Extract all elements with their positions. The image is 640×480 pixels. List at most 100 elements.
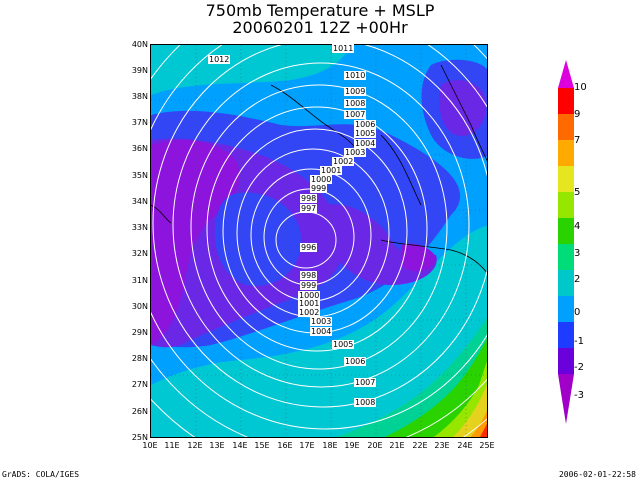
colorbar-seg (558, 140, 574, 166)
colorbar-seg (558, 88, 574, 114)
lon-label: 15E (254, 441, 270, 450)
lat-label: 40N (131, 40, 148, 49)
lon-label: 11E (164, 441, 180, 450)
lat-label: 37N (131, 118, 148, 127)
colorbar-label: 9 (574, 109, 581, 120)
isobar-label: 1001 (320, 166, 343, 175)
lat-label: 27N (131, 380, 148, 389)
lon-label: 19E (344, 441, 360, 450)
lon-label: 14E (232, 441, 248, 450)
isobar-label: 996 (300, 243, 318, 252)
colorbar-label: -2 (574, 362, 584, 373)
colorbar-seg (558, 244, 574, 270)
lat-label: 26N (131, 407, 148, 416)
isobar-label: 1012 (208, 55, 231, 64)
lat-label: 25N (131, 433, 148, 442)
colorbar-label: -1 (574, 336, 584, 347)
isobar-label: 1002 (298, 308, 321, 317)
colorbar-seg (558, 348, 574, 374)
isobar-label: 1002 (332, 157, 355, 166)
lat-label: 32N (131, 249, 148, 258)
lon-label: 18E (322, 441, 338, 450)
field-red-se (480, 423, 487, 437)
isobar-label: 1009 (344, 87, 367, 96)
map-title: 750mb Temperature + MSLP (205, 1, 435, 20)
lon-label: 10E (142, 441, 158, 450)
isobar-label: 1007 (344, 110, 367, 119)
isobar-label: 1003 (344, 148, 367, 157)
lat-label: 28N (131, 354, 148, 363)
lat-label: 30N (131, 302, 148, 311)
isobar-label: 1004 (354, 139, 377, 148)
lat-label: 31N (131, 276, 148, 285)
lat-label: 39N (131, 66, 148, 75)
lon-label: 16E (277, 441, 293, 450)
isobar-label: 998 (300, 194, 318, 203)
colorbar-label: 7 (574, 135, 581, 146)
colorbar-label: 4 (574, 221, 581, 232)
isobar-label: 1003 (310, 317, 333, 326)
field-cyan-n (151, 45, 351, 95)
isobar-label: 1000 (310, 175, 333, 184)
colorbar-label: 10 (574, 82, 587, 93)
map-field (151, 45, 487, 437)
field-blue-core (214, 192, 301, 286)
map-subtitle: 20060201 12Z +00Hr (232, 18, 408, 37)
colorbar-bottom-arrow (558, 374, 574, 424)
isobar-label: 998 (300, 271, 318, 280)
lat-label: 29N (131, 328, 148, 337)
colorbar (558, 60, 574, 424)
isobar-label: 1004 (310, 327, 333, 336)
isobar-label: 1006 (354, 120, 377, 129)
graticule (151, 45, 487, 437)
field-purple-w (151, 139, 240, 345)
isobar-label: 1005 (354, 129, 377, 138)
lat-label: 33N (131, 223, 148, 232)
lon-label: 13E (209, 441, 225, 450)
colorbar-seg (558, 114, 574, 140)
isobar-label: 1001 (298, 299, 321, 308)
colorbar-top-arrow (558, 60, 574, 88)
colorbar-seg (558, 192, 574, 218)
footer-credit: GrADS: COLA/IGES (2, 470, 80, 479)
colorbar-label: 5 (574, 187, 581, 198)
isobar-label: 1008 (344, 99, 367, 108)
lon-label: 17E (299, 441, 315, 450)
colorbar-seg (558, 296, 574, 322)
colorbar-label: 0 (574, 307, 581, 318)
colorbar-label: 3 (574, 248, 581, 259)
lat-label: 34N (131, 197, 148, 206)
map-panel (150, 44, 488, 438)
footer-timestamp: 2006-02-01-22:58 (558, 470, 636, 479)
colorbar-label: -3 (574, 390, 584, 401)
lon-label: 23E (434, 441, 450, 450)
isobar-label: 1000 (298, 291, 321, 300)
colorbar-seg (558, 270, 574, 296)
isobar-label: 1010 (344, 71, 367, 80)
isobar-label: 997 (300, 204, 318, 213)
lat-label: 36N (131, 144, 148, 153)
isobar-label: 1005 (332, 340, 355, 349)
colorbar-seg (558, 218, 574, 244)
lon-label: 21E (389, 441, 405, 450)
colorbar-label: 2 (574, 274, 581, 285)
lon-label: 25E (479, 441, 495, 450)
isobar-label: 1011 (332, 44, 355, 53)
coastlines (151, 64, 487, 274)
lat-label: 38N (131, 92, 148, 101)
field-orange-se (470, 410, 487, 437)
isobar-label: 1006 (344, 357, 367, 366)
isobar-label: 1008 (354, 398, 377, 407)
colorbar-seg (558, 322, 574, 348)
lon-label: 22E (412, 441, 428, 450)
isobar-label: 999 (300, 281, 318, 290)
isobar-label: 1007 (354, 378, 377, 387)
colorbar-seg (558, 166, 574, 192)
lon-label: 24E (457, 441, 473, 450)
field-purple-e (401, 243, 436, 272)
lat-label: 35N (131, 171, 148, 180)
lon-label: 20E (367, 441, 383, 450)
field-yellow-se (453, 384, 487, 437)
lon-label: 12E (187, 441, 203, 450)
isobar-label: 999 (310, 184, 328, 193)
